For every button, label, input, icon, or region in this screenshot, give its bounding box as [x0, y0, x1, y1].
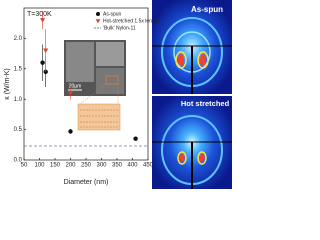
y-tick-label: 0.0	[14, 158, 23, 164]
diffraction-panel	[152, 0, 232, 189]
point	[40, 18, 46, 23]
x-tick-label: 400	[127, 163, 138, 169]
point	[67, 91, 74, 96]
legend-marker	[96, 12, 100, 16]
legend-label: As-spun	[103, 11, 122, 17]
y-tick-label: 1.5	[14, 66, 23, 72]
legend-label: Hot-stretched 1.5x length	[103, 18, 159, 24]
legend-marker	[95, 19, 101, 24]
plot-area: 50 100 150 200 250 300 350 400 450 0.0 0.5 1.0 1.5 2.…	[4, 7, 159, 186]
x-tick-label: 200	[65, 163, 76, 169]
x-tick-label: 150	[50, 163, 61, 169]
x-axis-label: Diameter (nm)	[64, 179, 109, 186]
point	[68, 129, 73, 134]
legend-label: 'Bulk' Nylon-11	[103, 25, 136, 31]
x-tick-label: 300	[96, 163, 107, 169]
point	[133, 136, 138, 141]
y-tick-label: 2.0	[14, 36, 23, 42]
x-tick-label: 100	[34, 163, 45, 169]
x-tick-label: 450	[143, 163, 154, 169]
y-tick-label: 0.5	[14, 127, 23, 133]
figure: As-spun Hot stretched 20µm 50 100 150 200 25…	[4, 0, 232, 189]
panel-label: Hot stretched	[181, 99, 230, 108]
y-tick-label: 1.0	[14, 97, 23, 103]
x-tick-label: 350	[112, 163, 123, 169]
sem-inset	[64, 40, 126, 131]
scale-bar-label: 20µm	[69, 83, 82, 89]
y-axis-label: κ (W/m-K)	[4, 68, 11, 100]
x-tick-label: 50	[21, 163, 28, 169]
point	[40, 60, 45, 65]
x-tick-label: 250	[81, 163, 92, 169]
panel-label: As-spun	[191, 5, 223, 14]
annotation: T=300K	[27, 11, 52, 18]
point	[43, 48, 49, 53]
